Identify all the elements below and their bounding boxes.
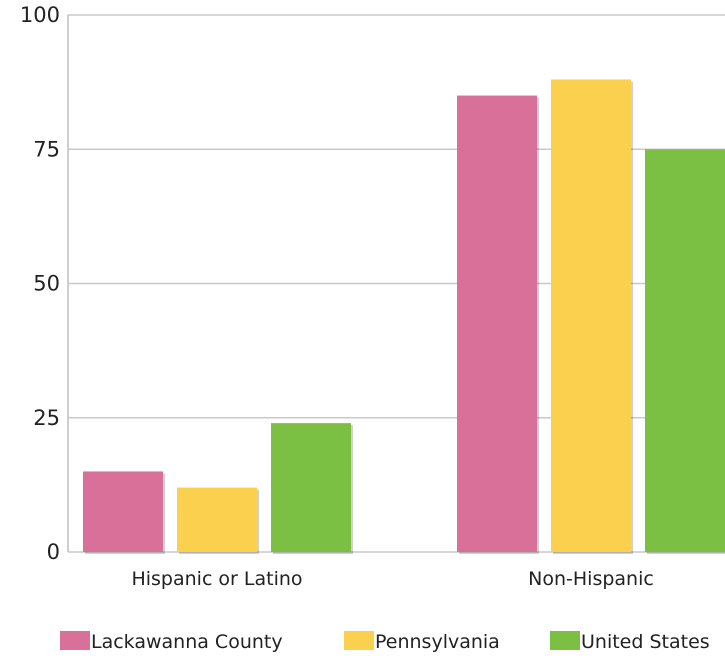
x-category-label: Hispanic or Latino xyxy=(131,568,302,590)
legend-label: Lackawanna County xyxy=(91,631,283,653)
y-tick-label: 75 xyxy=(33,137,60,161)
y-axis-ticks: 0 25 50 75 100 xyxy=(20,3,60,564)
x-axis-categories: Hispanic or Latino Non-Hispanic xyxy=(131,568,653,590)
bar xyxy=(83,471,163,552)
y-tick-label: 0 xyxy=(47,540,60,564)
bar xyxy=(457,95,537,553)
legend: Lackawanna County Pennsylvania United Stat… xyxy=(60,631,710,653)
y-tick-label: 100 xyxy=(20,3,60,27)
bars xyxy=(83,79,725,555)
y-tick-label: 25 xyxy=(33,406,60,430)
legend-swatch xyxy=(60,631,90,650)
legend-label: Pennsylvania xyxy=(375,631,500,653)
legend-swatch xyxy=(344,631,374,650)
bar xyxy=(645,149,725,552)
x-category-label: Non-Hispanic xyxy=(528,568,654,590)
legend-swatch xyxy=(550,631,580,650)
bar xyxy=(177,487,257,552)
legend-label: United States xyxy=(581,631,710,653)
bar xyxy=(551,79,631,552)
bar xyxy=(271,423,351,552)
y-tick-label: 50 xyxy=(33,272,60,296)
